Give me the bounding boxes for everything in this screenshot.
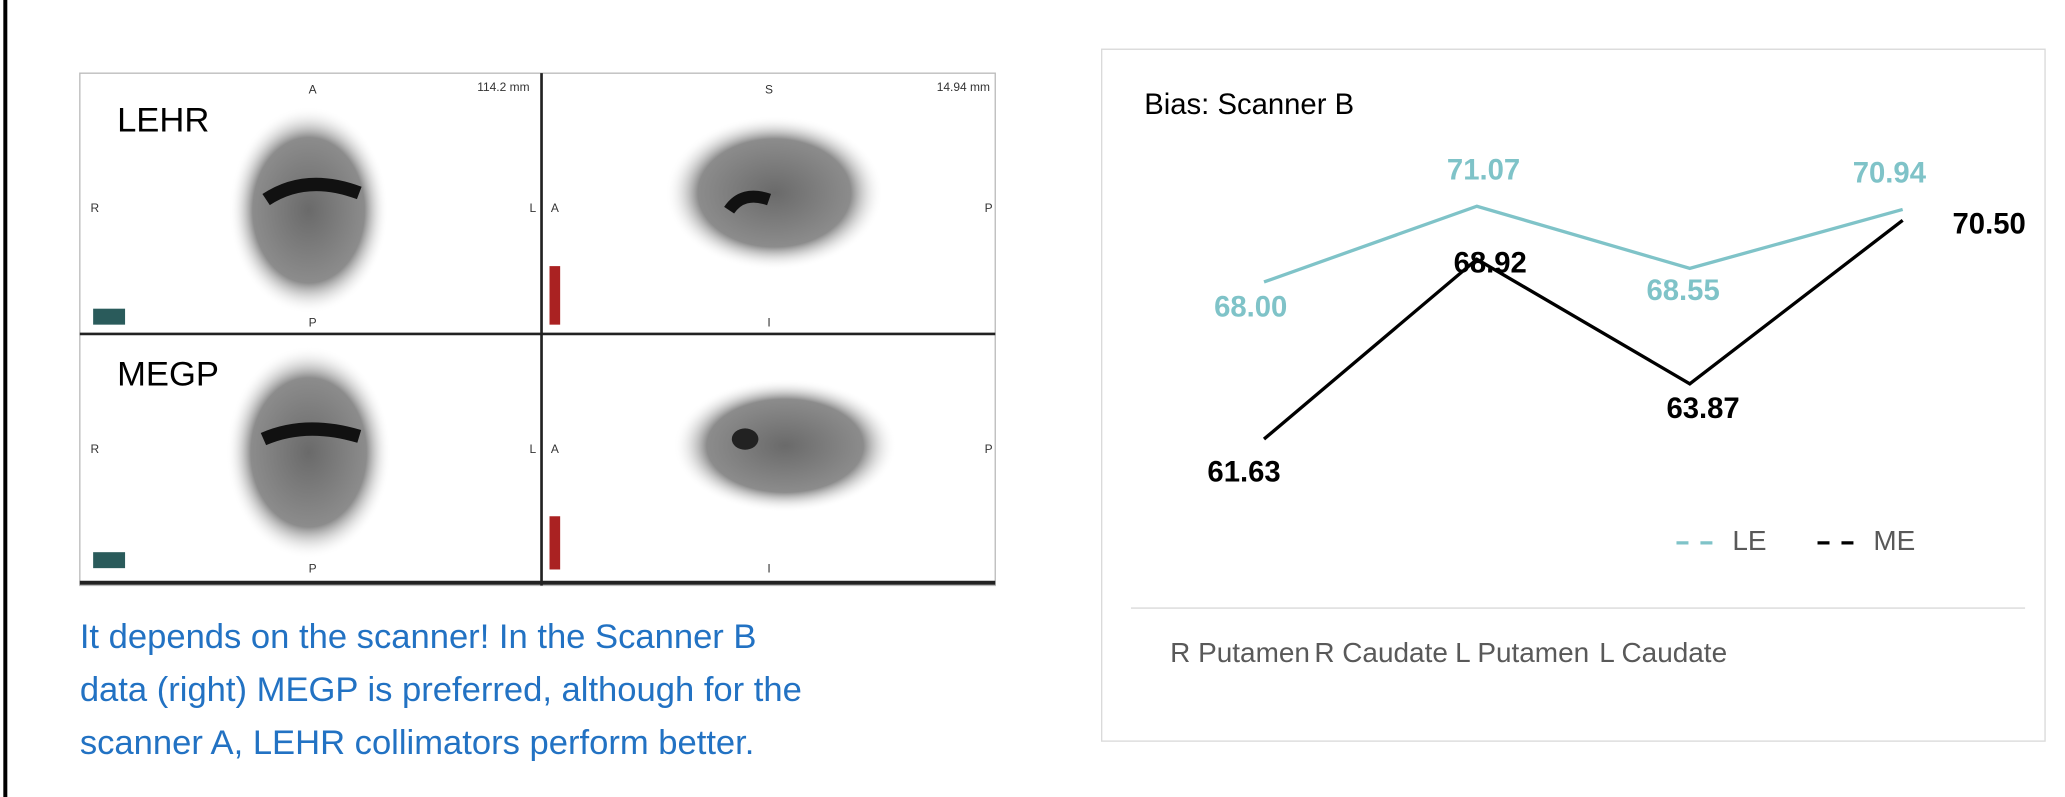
image-annotation: 114.2 mm <box>477 80 529 94</box>
scan-axial <box>229 106 389 314</box>
image-annotation: I <box>767 315 770 329</box>
scan-sagittal <box>665 116 883 270</box>
image-annotation: A <box>551 442 559 456</box>
image-annotation: A <box>551 201 559 215</box>
data-label: 61.63 <box>1207 456 1280 488</box>
x-tick-label: R Putamen <box>1170 637 1310 668</box>
scan-images: LEHR MEGP A P R L 114.2 mm S I A P 14.94… <box>80 73 995 585</box>
data-label: 68.00 <box>1214 291 1287 323</box>
data-label: 71.07 <box>1447 154 1520 186</box>
image-label: LEHR <box>117 102 209 140</box>
image-annotation: P <box>985 442 993 456</box>
orientation-icon <box>550 266 561 325</box>
orientation-icon <box>93 309 125 325</box>
image-annotation: L <box>530 201 537 215</box>
legend-label: LE <box>1732 525 1766 556</box>
image-annotation: P <box>309 315 317 329</box>
data-label: 70.50 <box>1953 208 2026 240</box>
data-label: 68.92 <box>1454 247 1527 279</box>
orientation-icon <box>550 516 561 569</box>
x-tick-label: L Caudate <box>1599 637 1727 668</box>
image-annotation: S <box>765 83 773 97</box>
data-label: 68.55 <box>1647 275 1720 307</box>
striatum <box>732 428 759 449</box>
image-annotation: R <box>90 201 99 215</box>
orientation-icon <box>93 552 125 568</box>
image-annotation: P <box>309 562 317 576</box>
legend-label: ME <box>1873 525 1915 556</box>
scan-axial <box>226 346 391 559</box>
image-annotation: A <box>309 83 317 97</box>
data-label: 63.87 <box>1666 393 1739 425</box>
scan-sagittal <box>673 379 897 512</box>
chart-title: Bias: Scanner B <box>1144 89 1354 121</box>
image-annotation: R <box>90 442 99 456</box>
image-annotation: P <box>985 201 993 215</box>
x-tick-label: L Putamen <box>1455 637 1589 668</box>
data-label: 70.94 <box>1853 158 1927 190</box>
image-annotation: 14.94 mm <box>937 80 990 94</box>
caption: It depends on the scanner! In the Scanne… <box>80 618 802 762</box>
image-label: MEGP <box>117 356 219 394</box>
image-annotation: L <box>530 442 537 456</box>
caption-line: It depends on the scanner! In the Scanne… <box>80 618 757 656</box>
caption-line: scanner A, LEHR collimators perform bett… <box>80 724 755 762</box>
image-annotation: I <box>767 562 770 576</box>
x-tick-label: R Caudate <box>1314 637 1448 668</box>
slide: LEHR MEGP A P R L 114.2 mm S I A P 14.94… <box>0 0 2065 797</box>
caption-line: data (right) MEGP is preferred, although… <box>80 671 802 709</box>
